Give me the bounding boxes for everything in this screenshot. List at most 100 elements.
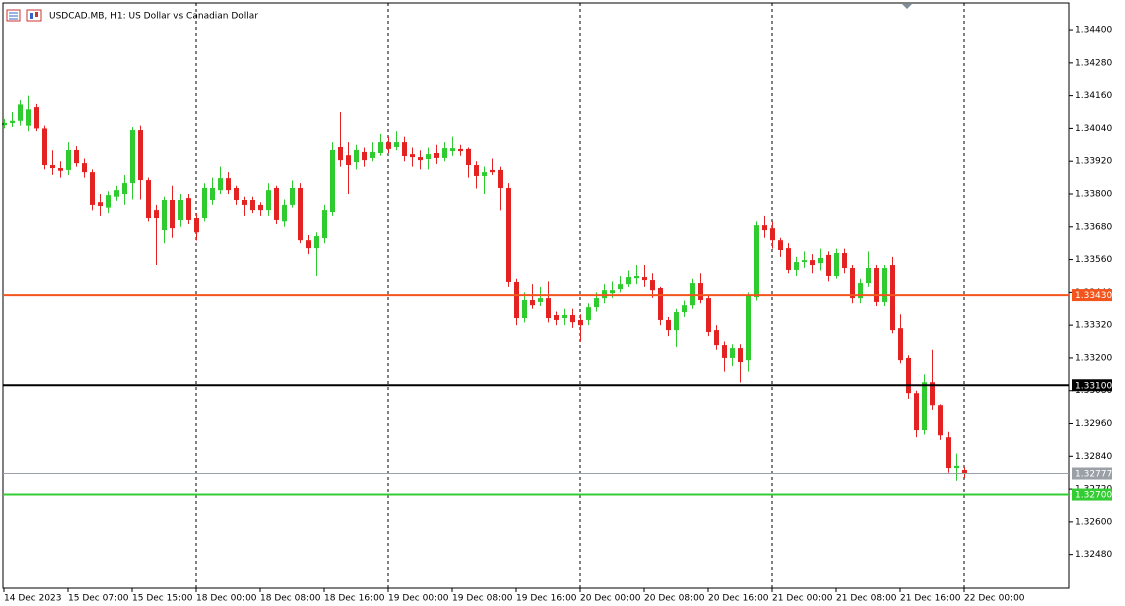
candle-body [658, 287, 663, 320]
candle-body [266, 190, 271, 211]
candle-body [306, 240, 311, 249]
candle-body [554, 315, 559, 320]
candle-body [954, 465, 959, 469]
candle-body [274, 187, 279, 220]
candle-body [538, 298, 543, 302]
candle-body [738, 348, 743, 363]
candle-body [794, 262, 799, 270]
y-tick-label: 1.34280 [1075, 58, 1112, 68]
y-tick-label: 1.33920 [1075, 157, 1112, 167]
candle-body [450, 148, 455, 152]
candle-body [674, 312, 679, 331]
candle-body [42, 128, 47, 166]
y-tick-label: 1.33680 [1075, 222, 1112, 232]
y-tick-label: 1.33560 [1075, 255, 1112, 265]
candle-body [834, 253, 839, 276]
x-tick-label: 22 Dec 00:00 [964, 594, 1025, 604]
candle-body [58, 168, 63, 171]
candle-body [930, 382, 935, 406]
candle-body [394, 142, 399, 147]
price-label-box [1072, 467, 1112, 480]
y-tick-label: 1.32600 [1075, 517, 1112, 527]
candle-body [858, 283, 863, 299]
candle-body [634, 275, 639, 279]
candle-body [618, 284, 623, 290]
icon [35, 12, 38, 17]
candle-body [746, 295, 751, 361]
y-tick-label: 1.34040 [1075, 124, 1112, 134]
candle-body [586, 307, 591, 320]
candle-body [122, 183, 127, 194]
candle-body [194, 218, 199, 233]
candle-body [922, 382, 927, 431]
candle-body [90, 172, 95, 205]
candle-body [842, 253, 847, 269]
candle-body [898, 328, 903, 361]
candle-body [682, 305, 687, 313]
candle-body [34, 107, 39, 129]
candle-body [642, 277, 647, 281]
price-label-box [1072, 379, 1112, 392]
candle-body [322, 210, 327, 238]
x-tick-label: 20 Dec 16:00 [708, 594, 769, 604]
candle-body [18, 104, 23, 121]
x-tick-label: 21 Dec 00:00 [772, 594, 833, 604]
candle-body [650, 280, 655, 291]
candle-body [258, 204, 263, 211]
x-tick-label: 19 Dec 08:00 [452, 594, 513, 604]
candle-body [442, 148, 447, 158]
x-tick-label: 18 Dec 00:00 [196, 594, 257, 604]
candle-body [754, 225, 759, 298]
candle-body [282, 204, 287, 222]
candle-body [10, 120, 15, 123]
candle-body [850, 268, 855, 299]
candle-body [178, 200, 183, 220]
y-tick-label: 1.34400 [1075, 26, 1112, 36]
price-label-box [1072, 289, 1112, 302]
candle-body [50, 165, 55, 169]
candle-body [330, 150, 335, 213]
candle-body [162, 200, 167, 231]
y-tick-label: 1.33200 [1075, 353, 1112, 363]
candle-body [962, 469, 967, 474]
candle-body [138, 130, 143, 181]
candle-body [522, 300, 527, 319]
candle-body [226, 178, 231, 191]
candle-body [594, 298, 599, 308]
candle-body [314, 236, 319, 249]
y-tick-label: 1.33320 [1075, 321, 1112, 331]
candle-body [490, 169, 495, 173]
candle-body [130, 130, 135, 184]
y-tick-label: 1.32480 [1075, 550, 1112, 560]
candle-body [562, 315, 567, 319]
candle-body [154, 210, 159, 219]
candle-body [770, 228, 775, 241]
candle-body [466, 148, 471, 166]
candle-body [882, 268, 887, 302]
icon [26, 9, 42, 22]
candle-body [210, 187, 215, 201]
candle-body [626, 277, 631, 285]
y-tick-label: 1.33800 [1075, 189, 1112, 199]
candle-body [946, 437, 951, 469]
candle-body [434, 153, 439, 158]
candle-body [410, 154, 415, 158]
x-tick-label: 18 Dec 16:00 [324, 594, 385, 604]
candle-body [778, 240, 783, 251]
candle-body [546, 298, 551, 319]
x-tick-label: 20 Dec 08:00 [644, 594, 705, 604]
x-tick-label: 21 Dec 08:00 [836, 594, 897, 604]
candle-body [146, 180, 151, 219]
candle-body [82, 163, 87, 173]
candle-body [402, 142, 407, 157]
candle-body [338, 146, 343, 161]
x-tick-label: 14 Dec 2023 [4, 594, 62, 604]
candle-body [386, 142, 391, 149]
candle-body [370, 151, 375, 158]
shift-marker [902, 4, 912, 9]
candle-body [818, 257, 823, 264]
candle-body [242, 200, 247, 205]
candle-body [938, 405, 943, 436]
